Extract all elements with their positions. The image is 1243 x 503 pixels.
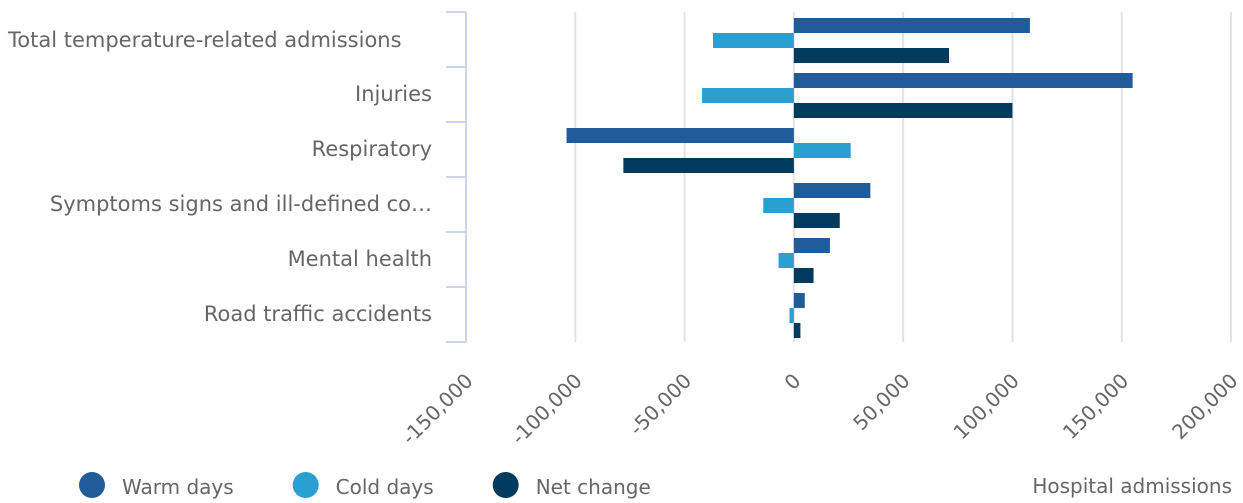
bar (789, 308, 794, 323)
legend-label: Cold days (336, 475, 434, 499)
bar (793, 238, 830, 253)
bar (793, 268, 814, 283)
bar (793, 323, 801, 338)
bar (566, 128, 794, 143)
x-tick-label: 200,000 (1167, 369, 1242, 444)
bar (793, 213, 840, 228)
bar (793, 103, 1013, 118)
category-label: Symptoms signs and ill-defined co… (49, 192, 432, 216)
bar (793, 183, 871, 198)
bar (793, 18, 1030, 33)
x-tick-label: -50,000 (625, 369, 697, 441)
bar (702, 88, 794, 103)
category-label: Total temperature-related admissions (8, 28, 402, 52)
bar (793, 73, 1133, 88)
x-tick-label: -150,000 (397, 369, 478, 450)
legend-marker (292, 472, 319, 498)
bar (623, 158, 794, 173)
category-label: Road traffic accidents (203, 302, 432, 326)
x-tick-label: 0 (779, 369, 805, 395)
legend-marker (79, 472, 105, 498)
bar (763, 198, 794, 213)
category-label: Injuries (355, 82, 432, 106)
legend-label: Warm days (122, 475, 234, 499)
bar (793, 293, 805, 308)
legend-label: Net change (536, 475, 651, 499)
bar (778, 253, 794, 268)
legend-marker (492, 472, 519, 498)
x-axis-title: Hospital admissions (1032, 474, 1232, 498)
category-label: Respiratory (311, 137, 432, 161)
x-tick-label: -100,000 (506, 369, 587, 450)
bar (712, 33, 794, 48)
category-label: Mental health (287, 247, 432, 271)
x-tick-label: 50,000 (848, 369, 914, 435)
x-tick-label: 100,000 (949, 369, 1024, 444)
bar (793, 143, 851, 158)
bar (793, 48, 950, 63)
x-tick-label: 150,000 (1058, 369, 1133, 444)
